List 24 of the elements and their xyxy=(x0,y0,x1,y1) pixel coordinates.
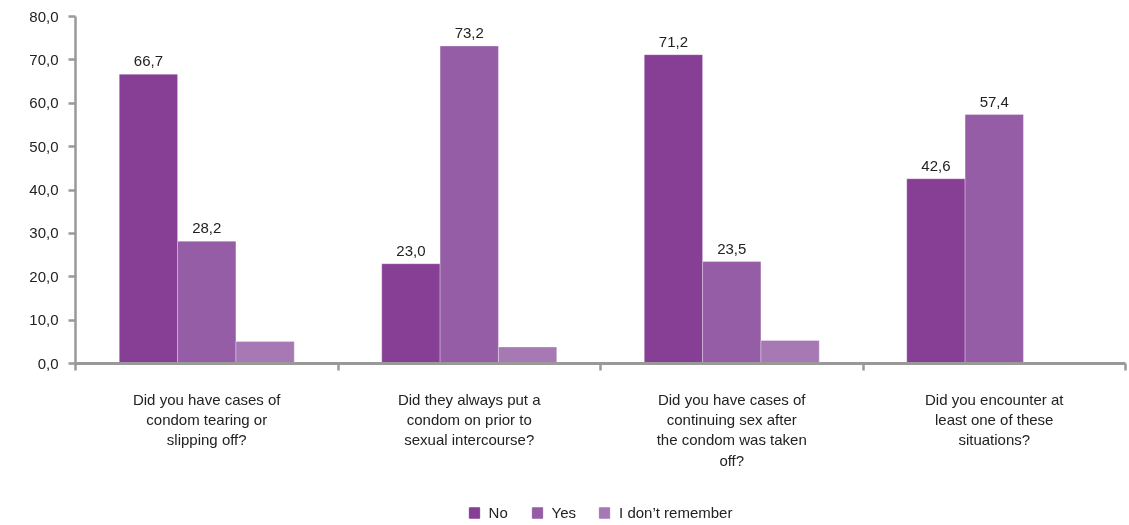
legend-label: No xyxy=(488,504,509,521)
x-tick-label: Did you have cases of condom tearing or slipping off? xyxy=(132,390,282,449)
x-tick-label: Did you encounter at least one of these situations? xyxy=(925,390,1065,449)
y-tick-label: 50,0 xyxy=(29,137,59,155)
data-label: 66,7 xyxy=(133,52,164,70)
data-label: 28,2 xyxy=(192,219,222,237)
y-tick-label: 70,0 xyxy=(29,50,59,68)
x-tick-label: Did you have cases of continuing sex after the condom was taken off? xyxy=(656,390,807,469)
y-tick-label: 10,0 xyxy=(29,311,59,329)
data-label: 23,5 xyxy=(717,239,747,257)
data-label: 57,4 xyxy=(979,92,1009,110)
data-label: 71,2 xyxy=(658,32,689,50)
y-tick-label: 20,0 xyxy=(29,267,59,285)
x-tick-label: Did they always put a condom on prior to sexual intercourse? xyxy=(397,390,542,449)
legend-label: I don’t remember xyxy=(619,504,733,521)
data-label: 23,0 xyxy=(396,241,426,259)
y-tick-label: 80,0 xyxy=(29,7,59,25)
y-tick-label: 30,0 xyxy=(29,224,59,242)
y-tick-label: 40,0 xyxy=(29,181,59,198)
legend-label: Yes xyxy=(551,504,577,521)
data-label: 73,2 xyxy=(454,23,484,41)
y-tick-label: 60,0 xyxy=(29,94,59,112)
y-tick-label: 0,0 xyxy=(37,354,59,372)
data-label: 42,6 xyxy=(921,156,951,174)
